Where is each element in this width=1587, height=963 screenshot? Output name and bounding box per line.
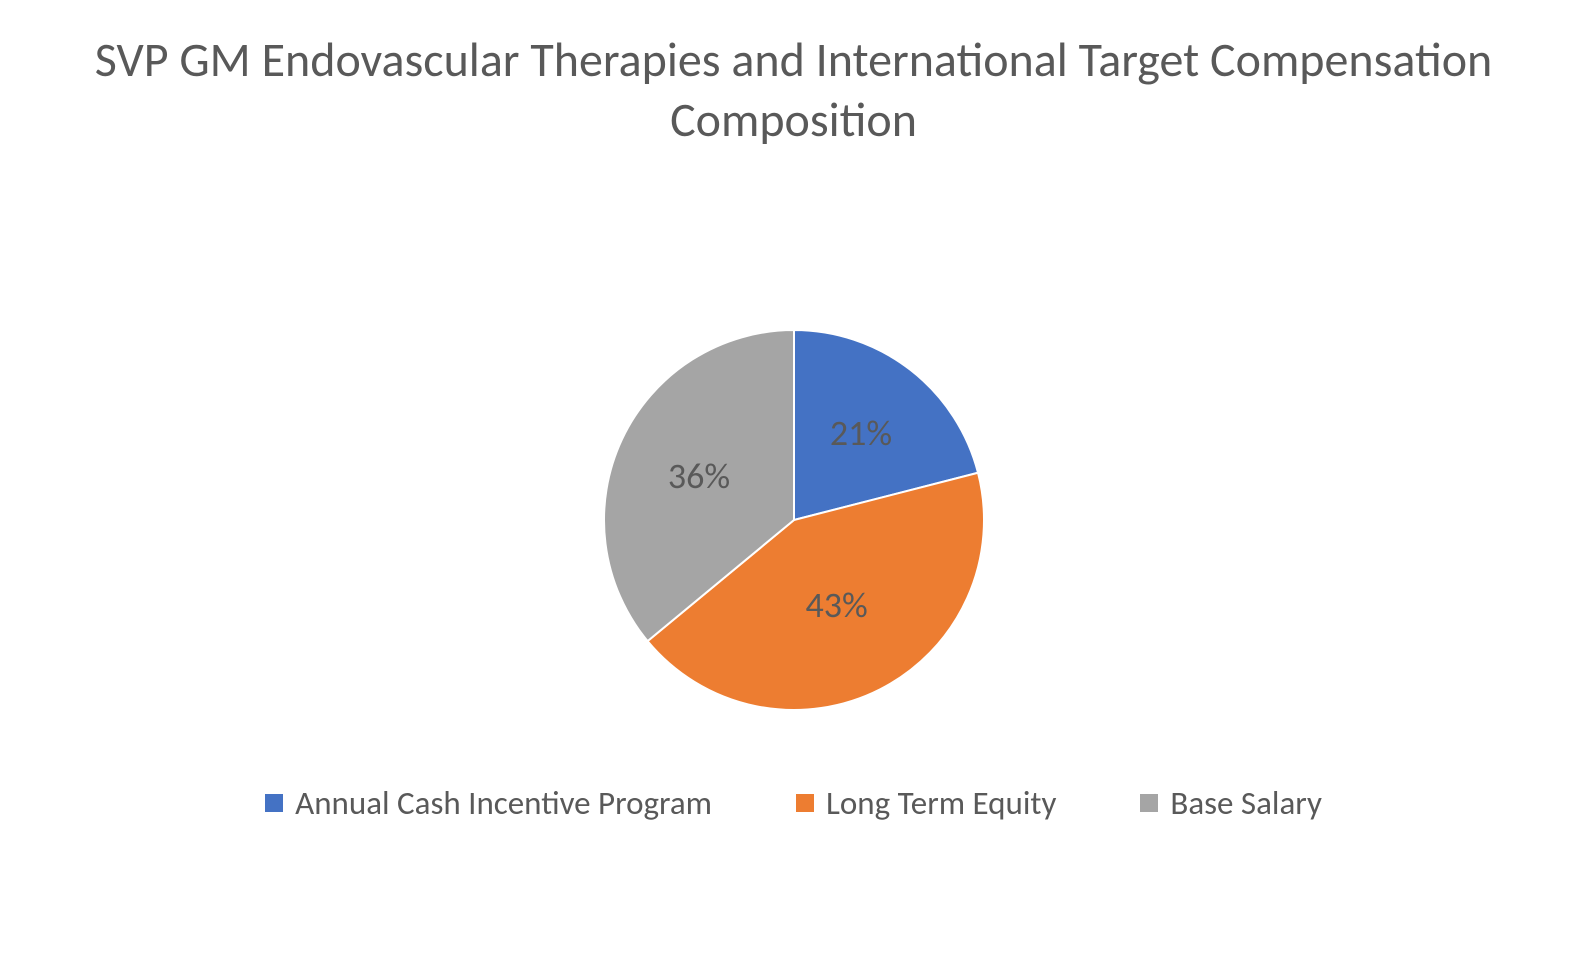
- pie-slice-label: 43%: [806, 583, 868, 627]
- pie-slice-label: 21%: [830, 411, 892, 455]
- pie-area: 21% 43% 36%: [0, 310, 1587, 730]
- legend-swatch: [265, 794, 283, 812]
- legend-label: Base Salary: [1170, 783, 1322, 823]
- legend-item: Annual Cash Incentive Program: [265, 783, 712, 823]
- chart-container: SVP GM Endovascular Therapies and Intern…: [0, 0, 1587, 963]
- legend-item: Base Salary: [1140, 783, 1322, 823]
- legend-swatch: [796, 794, 814, 812]
- legend-label: Annual Cash Incentive Program: [295, 783, 712, 823]
- legend: Annual Cash Incentive Program Long Term E…: [0, 781, 1587, 823]
- chart-title: SVP GM Endovascular Therapies and Intern…: [0, 30, 1587, 150]
- legend-label: Long Term Equity: [826, 783, 1056, 823]
- pie-slice-label: 36%: [668, 454, 730, 498]
- pie-chart: [604, 330, 984, 710]
- legend-swatch: [1140, 794, 1158, 812]
- legend-item: Long Term Equity: [796, 783, 1056, 823]
- pie-wrapper: 21% 43% 36%: [604, 330, 984, 710]
